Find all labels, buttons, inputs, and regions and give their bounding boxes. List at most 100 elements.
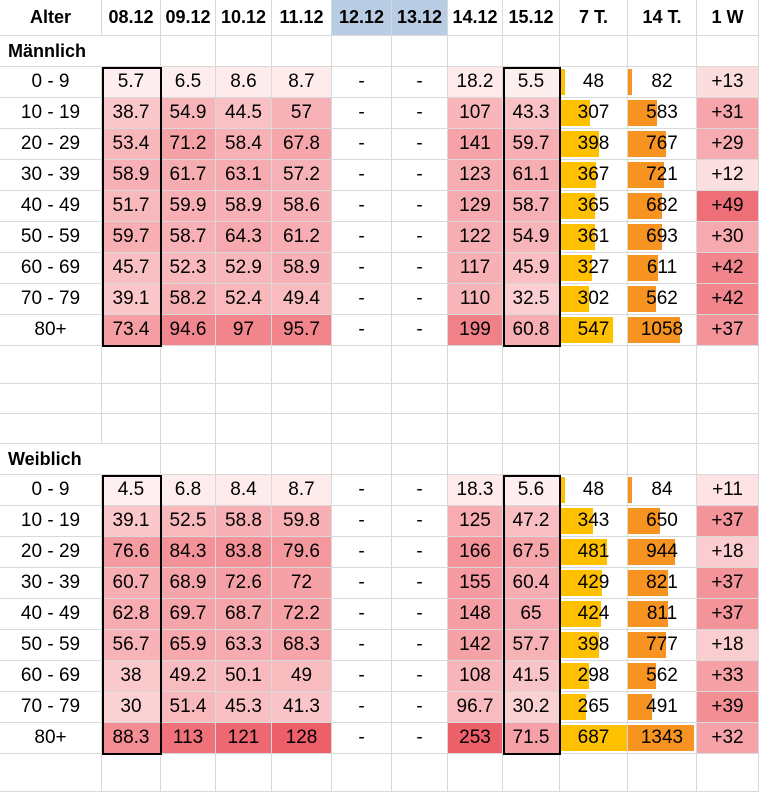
fourteen-day-text: 944: [646, 541, 678, 562]
value-text: 49: [290, 665, 313, 686]
week-change-cell: +32: [697, 723, 759, 754]
fourteen-day-bar: [628, 694, 653, 720]
value-text: 107: [459, 102, 491, 123]
value-cell: -: [392, 284, 448, 315]
value-text: 52.3: [169, 257, 207, 278]
value-text: 45.7: [112, 257, 150, 278]
value-text: 60.7: [112, 572, 150, 593]
value-cell: 41.5: [503, 661, 560, 692]
section-title: Weiblich: [0, 444, 102, 475]
value-text: 6.8: [174, 479, 202, 500]
empty-cell: [0, 754, 102, 792]
value-text: -: [416, 665, 423, 686]
week-change-cell: +37: [697, 506, 759, 537]
value-text: 88.3: [112, 727, 150, 748]
age-text: 60 - 69: [20, 257, 81, 278]
spacer-cell: [102, 384, 161, 414]
value-text: 63.3: [225, 634, 262, 655]
value-cell: 8.7: [272, 67, 332, 98]
value-cell: 52.3: [161, 253, 216, 284]
seven-day-cell: 398: [560, 630, 628, 661]
age-text: 60 - 69: [20, 665, 81, 686]
section-title-text: Männlich: [8, 40, 87, 61]
week-change-cell: +37: [697, 599, 759, 630]
spacer-cell: [448, 414, 503, 444]
spacer-cell: [332, 414, 392, 444]
value-text: 38: [120, 665, 142, 686]
fourteen-day-bar: [628, 539, 675, 565]
value-text: 18.2: [456, 71, 494, 92]
age-label: 20 - 29: [0, 537, 102, 568]
week-change-text: +32: [711, 727, 744, 748]
header-col-11: 1 W: [697, 0, 759, 36]
age-label: 60 - 69: [0, 253, 102, 284]
value-cell: -: [392, 568, 448, 599]
value-cell: 6.5: [161, 67, 216, 98]
spacer-cell: [102, 414, 161, 444]
value-text: 84.3: [169, 541, 207, 562]
value-text: 68.7: [225, 603, 262, 624]
seven-day-cell: 424: [560, 599, 628, 630]
value-text: 50.1: [225, 665, 262, 686]
value-cell: 95.7: [272, 315, 332, 346]
value-text: 128: [285, 727, 318, 748]
value-text: 71.5: [512, 727, 550, 748]
fourteen-day-bar: [628, 725, 695, 751]
value-cell: 63.1: [216, 160, 272, 191]
fourteen-day-bar: [628, 100, 657, 126]
seven-day-bar: [560, 477, 565, 503]
empty-cell: [392, 346, 448, 384]
age-text: 30 - 39: [20, 572, 81, 593]
spacer-cell: [216, 414, 272, 444]
age-label: 10 - 19: [0, 98, 102, 129]
value-cell: 68.3: [272, 630, 332, 661]
value-cell: 58.9: [102, 160, 161, 191]
age-text: 20 - 29: [20, 541, 81, 562]
fourteen-day-bar: [628, 286, 656, 312]
value-cell: 72.2: [272, 599, 332, 630]
header-label: 09.12: [165, 7, 211, 27]
value-text: 51.4: [169, 696, 207, 717]
value-text: 97: [232, 319, 255, 340]
value-cell: 8.4: [216, 475, 272, 506]
week-change-text: +49: [711, 195, 744, 216]
value-text: 58.7: [512, 195, 550, 216]
value-cell: 199: [448, 315, 503, 346]
fourteen-day-cell: 821: [628, 568, 697, 599]
week-change-cell: +11: [697, 475, 759, 506]
value-text: 79.6: [283, 541, 320, 562]
seven-day-cell: 367: [560, 160, 628, 191]
empty-cell: [448, 346, 503, 384]
week-change-cell: +37: [697, 315, 759, 346]
value-text: -: [416, 226, 423, 247]
value-text: 38.7: [112, 102, 150, 123]
age-label: 50 - 59: [0, 630, 102, 661]
value-cell: 71.5: [503, 723, 560, 754]
empty-cell: [272, 346, 332, 384]
fourteen-day-cell: 721: [628, 160, 697, 191]
value-cell: 49.4: [272, 284, 332, 315]
value-cell: -: [332, 692, 392, 723]
value-cell: 88.3: [102, 723, 161, 754]
fourteen-day-text: 650: [646, 510, 678, 531]
week-change-text: +29: [711, 133, 744, 154]
age-text: 70 - 79: [20, 696, 81, 717]
fourteen-day-text: 821: [646, 572, 678, 593]
value-text: 39.1: [112, 288, 150, 309]
value-cell: 155: [448, 568, 503, 599]
age-label: 0 - 9: [0, 67, 102, 98]
fourteen-day-cell: 84: [628, 475, 697, 506]
empty-cell: [272, 444, 332, 475]
value-text: 43.3: [512, 102, 550, 123]
value-cell: -: [332, 191, 392, 222]
value-text: 110: [459, 288, 491, 309]
week-change-text: +42: [711, 288, 744, 309]
age-label: 80+: [0, 315, 102, 346]
seven-day-text: 298: [577, 665, 610, 686]
seven-day-cell: 687: [560, 723, 628, 754]
seven-day-text: 48: [582, 479, 605, 500]
fourteen-day-cell: 1343: [628, 723, 697, 754]
value-cell: -: [332, 222, 392, 253]
age-text: 10 - 19: [20, 102, 81, 123]
week-change-text: +12: [711, 164, 744, 185]
